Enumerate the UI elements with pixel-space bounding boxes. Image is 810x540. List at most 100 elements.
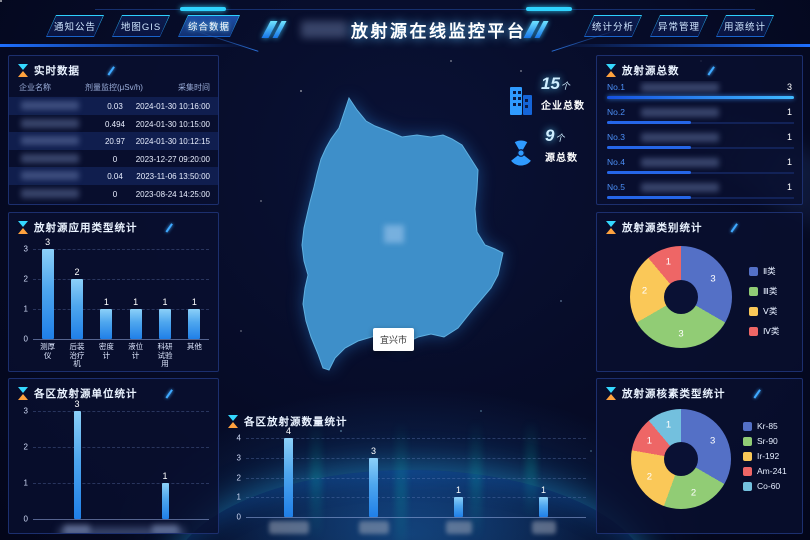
bar-value-label: 1 [162, 471, 168, 481]
ranking-name-redacted [641, 183, 719, 192]
gridline [246, 457, 586, 459]
legend-swatch [749, 326, 758, 336]
legend-swatch [749, 286, 758, 296]
wide-label-redacted [59, 527, 184, 533]
star-field [0, 0, 2, 2]
dose-value: 0.04 [107, 172, 123, 181]
ranking-rank: No.4 [607, 157, 625, 167]
ranking-value: 1 [786, 132, 792, 142]
realtime-table-header: 企业名称 剂量监控(μSv/h) 采集时间 [9, 80, 218, 95]
panel-source-total-header: 放射源总数 [606, 63, 716, 78]
legend-swatch [743, 436, 752, 446]
donut-slice-value: 3 [709, 435, 716, 447]
ranking-row: No.1 3 [597, 81, 802, 106]
title-wing-line [551, 29, 619, 52]
collect-time: 2024-01-30 10:15:00 [135, 119, 210, 129]
x-category-label: 液位计 [128, 342, 144, 360]
bar [73, 411, 81, 519]
nav-button-map-gis-label: 地图GIS [113, 16, 169, 36]
slash-decor-icon [707, 65, 714, 76]
panel-realtime-title: 实时数据 [34, 65, 80, 77]
ranking-value: 1 [786, 107, 792, 117]
header-strip-right [558, 44, 810, 47]
enterprise-name-redacted [21, 171, 79, 180]
bar [284, 438, 293, 517]
legend-label: Ir-192 [757, 451, 780, 461]
donut-slice-value: 2 [646, 471, 653, 483]
table-row: 0.04 2023-11-06 13:50:00 [9, 167, 218, 185]
panel-app-type-header: 放射源应用类型统计 [18, 220, 174, 235]
y-tick-label: 1 [23, 478, 28, 488]
panel-unit-stats: 各区放射源单位统计 0 1 2 3 3 1 [8, 378, 219, 534]
nav-button-comprehensive-data[interactable]: 综合数据 [178, 15, 240, 37]
legend-label: Ⅲ类 [763, 286, 778, 296]
y-tick-label: 1 [236, 492, 241, 502]
category-donut-chart: 3 3 2 1 Ⅱ类 Ⅲ类 Ⅴ类 Ⅳ类 [597, 213, 802, 371]
y-tick-label: 2 [23, 274, 28, 284]
ranking-rank: No.2 [607, 107, 625, 117]
panel-category-title: 放射源类别统计 [622, 222, 703, 234]
dose-value: 20.97 [104, 137, 126, 146]
legend-swatch [749, 266, 758, 276]
unit-stats-bar-chart: 0 1 2 3 3 1 [9, 379, 218, 533]
nav-button-exception[interactable]: 异常管理 [650, 15, 708, 37]
bar [159, 309, 171, 339]
table-row: 20.97 2024-01-30 10:12:15 [9, 132, 218, 150]
ranking-bar-track [607, 172, 794, 174]
slash-decor-icon [107, 65, 115, 76]
building-icon [510, 87, 532, 115]
panel-app-type-title: 放射源应用类型统计 [34, 222, 138, 234]
header-strip-left [0, 44, 252, 47]
ranking-bar-fill [607, 146, 692, 149]
collect-time: 2023-11-06 13:50:00 [136, 172, 210, 181]
ranking-name-redacted [641, 158, 719, 167]
ranking-row: No.5 1 [597, 181, 802, 204]
dose-value: 0 [112, 154, 118, 164]
donut-slice-value: 3 [678, 328, 684, 340]
nav-button-statistics[interactable]: 统计分析 [584, 15, 642, 37]
y-tick-label: 0 [236, 512, 241, 522]
legend-item: Sr-90 [743, 436, 787, 446]
legend-item: Kr-85 [743, 421, 787, 431]
ranking-name-redacted [641, 133, 719, 142]
legend-label: Sr-90 [757, 436, 778, 446]
panel-realtime-header: 实时数据 [18, 63, 116, 78]
col-enterprise-name: 企业名称 [19, 83, 51, 92]
nav-button-notice[interactable]: 通知公告 [46, 15, 104, 37]
ranking-bar-fill [607, 121, 692, 124]
bar-value-label: 1 [191, 297, 197, 307]
x-category-label: 科研试验用 [157, 342, 173, 368]
bar [71, 279, 83, 339]
enterprise-name-redacted [21, 153, 79, 163]
nav-button-statistics-label: 统计分析 [585, 16, 641, 36]
nav-button-exception-label: 异常管理 [651, 16, 707, 36]
x-axis-line [246, 517, 586, 518]
app-type-bar-chart: 0 1 2 3 3 测厚仪 2 后装治疗机 1 密度计 1 液位计 1 科研试验用 1 其他 [9, 213, 218, 371]
ranking-rank: No.5 [607, 182, 625, 192]
panel-realtime-data: 实时数据 企业名称 剂量监控(μSv/h) 采集时间 0.03 2024-01-3… [8, 55, 219, 205]
stat-source-unit: 个 [555, 133, 565, 143]
y-tick-label: 1 [23, 304, 28, 314]
table-row: 0 2023-12-27 09:20:00 [9, 150, 218, 168]
legend-item: Ⅴ类 [749, 305, 779, 317]
nav-button-map-gis[interactable]: 地图GIS [112, 15, 170, 37]
stat-source-label: 源总数 [545, 153, 578, 164]
bar [129, 309, 142, 339]
ranking-row: No.3 1 [597, 131, 802, 156]
x-category-pedestal-redacted [268, 521, 309, 534]
ranking-bar-track [607, 147, 794, 149]
y-tick-label: 2 [236, 473, 241, 482]
area-count-header: 各区放射源数量统计 [228, 414, 348, 429]
radiation-icon [511, 140, 531, 166]
bar-value-label: 1 [133, 297, 139, 307]
bar [41, 249, 54, 339]
hourglass-icon [18, 64, 28, 77]
dose-value: 0.03 [107, 102, 123, 111]
chart-legend: Kr-85 Sr-90 Ir-192 Am-241 Co-60 [743, 421, 787, 496]
nav-button-source-usage[interactable]: 用源统计 [716, 15, 774, 37]
panel-unit-stats-title: 各区放射源单位统计 [34, 388, 138, 400]
collect-time: 2024-01-30 10:16:00 [135, 102, 210, 111]
